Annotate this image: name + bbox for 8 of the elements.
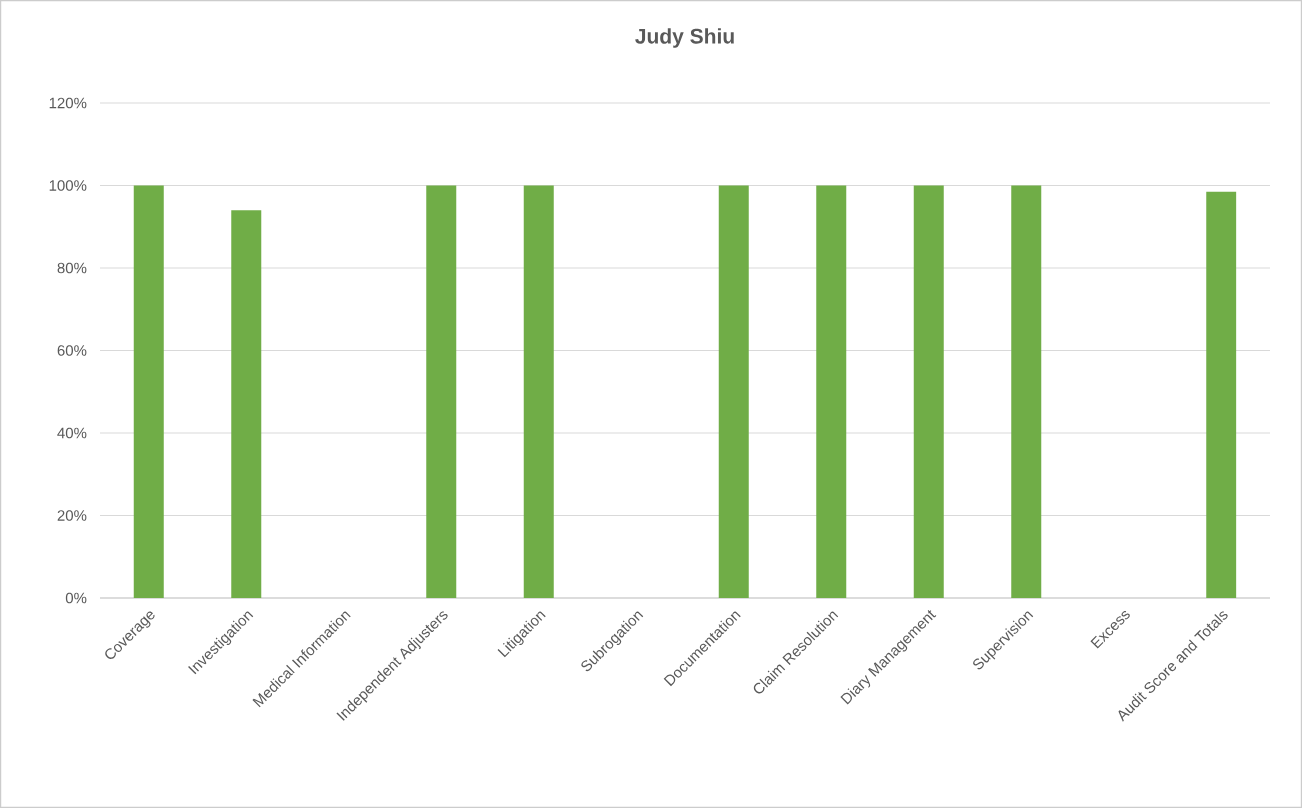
- y-tick-label: 40%: [57, 427, 87, 439]
- y-tick-label: 20%: [57, 510, 87, 521]
- y-tick-label: 60%: [57, 345, 87, 356]
- chart-title: Judy Shiu: [635, 28, 734, 48]
- y-tick-label: 0%: [65, 592, 87, 604]
- y-tick-label: 80%: [57, 262, 87, 274]
- y-tick-label: 100%: [49, 180, 87, 191]
- y-tick-label: 120%: [49, 97, 87, 109]
